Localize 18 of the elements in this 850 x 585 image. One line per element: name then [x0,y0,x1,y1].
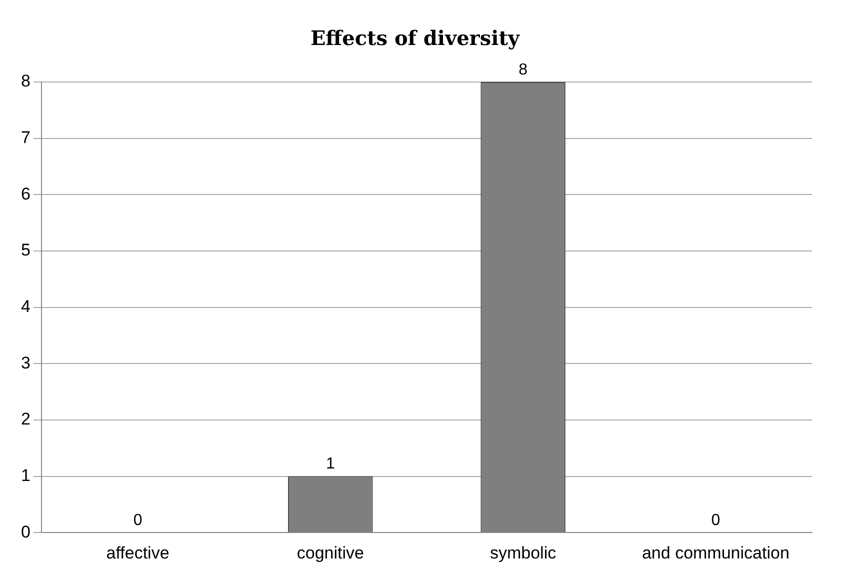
chart-title: Effects of diversity [310,26,521,50]
data-label: 8 [518,61,528,78]
y-tick-label: 0 [20,522,30,542]
y-tick-label: 2 [20,410,30,429]
y-tick-label: 1 [20,466,30,485]
data-label: 0 [711,512,720,530]
y-tick-label: 6 [20,184,30,204]
y-tick-label: 4 [20,296,30,316]
x-tick-label: cognitive [296,543,364,562]
data-label: 0 [133,512,142,530]
x-tick-label: and communication [642,543,790,562]
y-tick-label: 5 [20,240,30,260]
y-tick-label: 3 [20,353,30,372]
x-tick-label: affective [106,543,170,562]
data-label: 1 [326,456,335,473]
y-tick-label: 8 [20,72,30,91]
y-tick-label: 7 [20,128,30,148]
x-tick-label: symbolic [490,543,557,562]
